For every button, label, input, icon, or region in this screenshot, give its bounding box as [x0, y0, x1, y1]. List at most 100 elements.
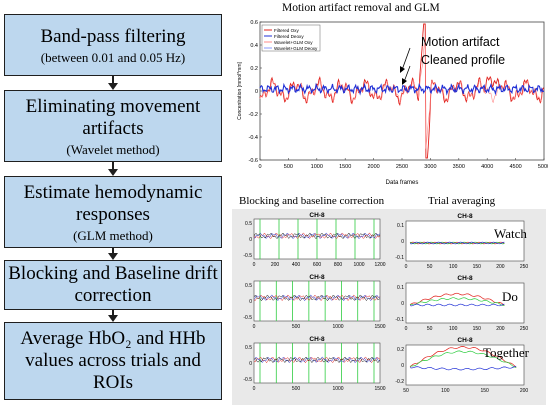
- average-series: [409, 346, 517, 368]
- signal-series: [253, 356, 381, 364]
- y-tick-label: 0: [401, 301, 404, 307]
- plot-title: CH-8: [309, 274, 325, 281]
- y-tick-label: -0.6: [249, 158, 258, 164]
- x-tick-label: 5000: [538, 164, 548, 170]
- flow-arrow-head: [108, 169, 118, 176]
- signal-series: [253, 356, 381, 364]
- x-tick-label: 200: [496, 264, 505, 270]
- y-tick-label: 0.2: [250, 66, 258, 72]
- y-tick-label: -0.5: [243, 253, 252, 259]
- plot-title: CH-8: [457, 337, 473, 344]
- average-series: [409, 303, 505, 307]
- label-watch: Watch: [494, 226, 527, 241]
- average-series: [409, 365, 517, 371]
- annotation-arrow: [403, 65, 411, 83]
- step-title: Average HbO₂ and HHb values across trial…: [20, 328, 206, 393]
- flow-arrow-shaft: [112, 248, 114, 255]
- x-tick-label: 1500: [374, 386, 385, 392]
- label-do: Do: [502, 289, 518, 304]
- y-tick-label: 0.1: [397, 223, 404, 229]
- y-tick-label: -0.4: [249, 135, 258, 141]
- blocking-plot: CH-80.50-0.50 500 1000 1500: [243, 274, 385, 330]
- blocking-plot: CH-80.50-0.50 500 1000 1500: [243, 336, 385, 392]
- trial-average-plot: CH-80.10-0.10 50 100 150 200 250: [395, 275, 528, 332]
- x-tick-label: 50: [427, 326, 433, 332]
- legend-item: Wavelet+GLM Deoxy: [274, 46, 318, 51]
- x-tick-label: 0: [258, 164, 261, 170]
- step-subtitle: (GLM method): [73, 227, 153, 243]
- y-tick-label: -0.5: [243, 315, 252, 321]
- y-tick-label: 0: [255, 89, 258, 95]
- oxy-clean-series: [259, 41, 545, 149]
- plot-title: CH-8: [309, 212, 325, 219]
- motion-artifact-plot: 0.6 0.4 0.2 0 -0.2 -0.4 -0.6 0 500 1000 1500 2000 2…: [237, 20, 548, 186]
- y-tick-label: 0.1: [397, 285, 404, 291]
- x-tick-label: 50: [403, 388, 409, 394]
- x-axis-label: Data frames: [386, 180, 419, 186]
- plot-frame: [405, 282, 525, 324]
- plot-title: CH-8: [457, 275, 473, 282]
- x-tick-label: 600: [313, 262, 322, 268]
- x-tick-label: 200: [520, 388, 529, 394]
- plot-title: CH-8: [309, 336, 325, 343]
- y-tick-label: 0.5: [245, 345, 252, 351]
- x-tick-label: 3500: [453, 164, 465, 170]
- average-series: [409, 241, 505, 245]
- y-tick-label: 0: [249, 237, 252, 243]
- x-axis-ticks: 0 500 1000 1500 2000 2500 3000 3500 4000 4500 5000: [258, 158, 548, 170]
- x-tick-label: 100: [449, 326, 458, 332]
- flow-arrow-head: [108, 253, 118, 260]
- average-series: [409, 297, 505, 306]
- y-tick-label: 0.6: [250, 20, 258, 26]
- deoxy-raw-series: [259, 82, 545, 96]
- blocking-plots: CH-80.50-0.50 200 400 600 800 1000 1200CH-80.5…: [243, 212, 385, 392]
- y-tick-label: 0.4: [250, 43, 258, 49]
- x-tick-label: 800: [334, 262, 343, 268]
- x-tick-label: 1000: [353, 262, 364, 268]
- trial-averaging-title: Trial averaging: [428, 195, 496, 207]
- signal-series: [253, 232, 381, 240]
- step-title: Blocking and Baseline drift correction: [8, 263, 218, 306]
- pipeline-step-movement-artifacts: Eliminating movement artifacts (Wavelet …: [4, 90, 222, 162]
- y-tick-label: 0: [249, 361, 252, 367]
- trial-average-plot: CH-80.10-0.10 50 100 150 200 250: [395, 213, 528, 270]
- x-tick-label: 0: [253, 324, 256, 330]
- y-tick-label: 0.5: [245, 221, 252, 227]
- plot-frame: [253, 342, 381, 384]
- pipeline-step-hemodynamic: Estimate hemodynamic responses (GLM meth…: [4, 176, 222, 248]
- trial-average-plots: CH-80.10-0.10 50 100 150 200 250CH-80.10-0.10…: [395, 213, 528, 394]
- y-tick-label: -0.2: [395, 379, 404, 385]
- annotation-arrowhead: [400, 66, 405, 73]
- step-title: Band-pass filtering: [40, 25, 186, 47]
- flow-arrow-head: [108, 83, 118, 90]
- y-tick-label: 0.2: [397, 347, 404, 353]
- y-tick-label: 0: [249, 299, 252, 305]
- x-tick-label: 1000: [311, 164, 323, 170]
- y-tick-label: -0.2: [249, 112, 258, 118]
- y-tick-label: 0: [401, 363, 404, 369]
- flow-arrow-shaft: [112, 162, 114, 171]
- x-tick-label: 4500: [509, 164, 521, 170]
- x-tick-label: 50: [427, 264, 433, 270]
- legend: Filtered Oxy Filtered Deoxy Wavelet+GLM …: [261, 24, 321, 52]
- annotation-arrow: [401, 47, 411, 71]
- x-tick-label: 500: [292, 324, 301, 330]
- x-tick-label: 250: [520, 326, 529, 332]
- x-tick-label: 100: [449, 264, 458, 270]
- signal-series: [253, 294, 381, 302]
- x-tick-label: 150: [473, 326, 482, 332]
- y-tick-label: -0.5: [243, 377, 252, 383]
- y-axis-ticks: 0.6 0.4 0.2 0 -0.2 -0.4 -0.6: [249, 20, 262, 164]
- x-tick-label: 1000: [332, 386, 343, 392]
- legend-item: Filtered Deoxy: [274, 34, 304, 39]
- trial-average-plot: CH-8 0.2 0 -0.2 50 100 150 200: [395, 337, 528, 394]
- pipeline-step-blocking: Blocking and Baseline drift correction: [4, 260, 222, 310]
- annotation-motion-artifact: Motion artifact: [421, 35, 500, 49]
- blocking-title: Blocking and baseline correction: [239, 195, 385, 207]
- y-tick-label: -0.1: [395, 317, 404, 323]
- x-tick-label: 2500: [396, 164, 408, 170]
- x-tick-label: 1200: [374, 262, 385, 268]
- flow-arrow-shaft: [112, 310, 114, 317]
- x-tick-label: 500: [284, 164, 293, 170]
- x-tick-label: 400: [292, 262, 301, 268]
